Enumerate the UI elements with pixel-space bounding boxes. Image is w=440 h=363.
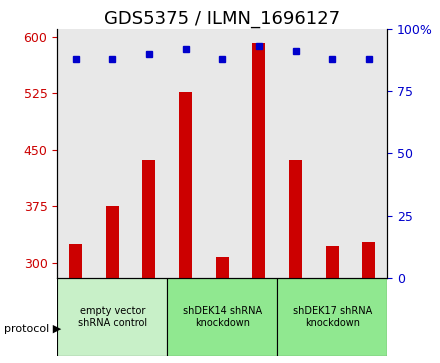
Bar — [69, 244, 82, 278]
Bar — [143, 159, 155, 278]
Bar — [326, 246, 339, 278]
Bar — [241, 29, 277, 278]
FancyBboxPatch shape — [167, 278, 277, 356]
Bar — [363, 242, 375, 278]
Text: shDEK17 shRNA
knockdown: shDEK17 shRNA knockdown — [293, 306, 372, 328]
Bar — [131, 29, 167, 278]
Bar — [351, 29, 387, 278]
Bar — [57, 29, 94, 278]
Bar — [106, 206, 119, 278]
Bar — [167, 29, 204, 278]
Bar — [253, 42, 265, 278]
Bar — [216, 257, 229, 278]
FancyBboxPatch shape — [57, 278, 167, 356]
Text: shDEK14 shRNA
knockdown: shDEK14 shRNA knockdown — [183, 306, 262, 328]
Bar — [179, 91, 192, 278]
Bar — [204, 29, 241, 278]
Text: empty vector
shRNA control: empty vector shRNA control — [77, 306, 147, 328]
Bar — [94, 29, 131, 278]
Bar — [277, 29, 314, 278]
Bar — [314, 29, 351, 278]
Bar — [289, 159, 302, 278]
Title: GDS5375 / ILMN_1696127: GDS5375 / ILMN_1696127 — [104, 10, 340, 28]
Text: protocol ▶: protocol ▶ — [4, 323, 62, 334]
FancyBboxPatch shape — [277, 278, 387, 356]
